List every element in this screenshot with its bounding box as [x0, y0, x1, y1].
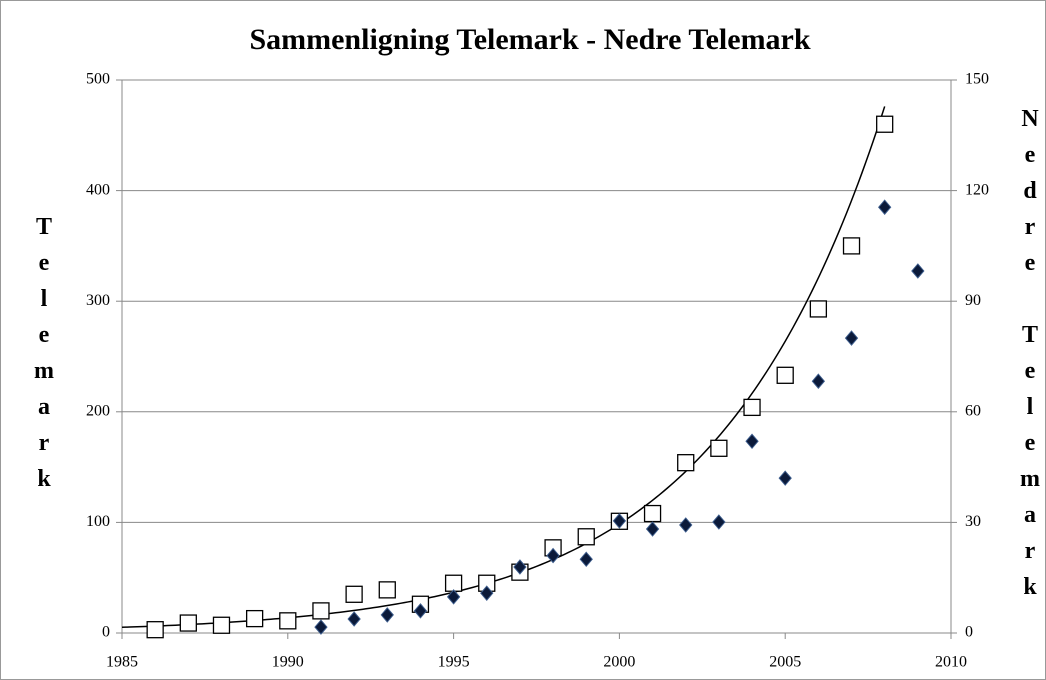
point	[878, 199, 892, 215]
y2-tick-label: 0	[965, 624, 973, 641]
point	[743, 398, 761, 417]
y-axis-label: Telemark	[31, 214, 57, 502]
point	[347, 611, 361, 627]
x-tick-label: 2000	[603, 654, 635, 671]
point	[645, 521, 660, 537]
chart-title: Sammenligning Telemark - Nedre Telemark	[249, 23, 810, 56]
y-tick-label: 100	[86, 513, 110, 530]
x-tick-label: 1990	[272, 654, 304, 671]
point	[312, 602, 330, 620]
point	[679, 517, 693, 533]
point	[245, 609, 264, 628]
point	[446, 589, 461, 605]
point	[380, 607, 394, 623]
point	[612, 513, 627, 529]
point	[776, 366, 794, 384]
point	[778, 470, 792, 486]
point	[809, 300, 828, 318]
point	[146, 621, 164, 639]
point	[712, 514, 726, 530]
point	[876, 115, 894, 133]
point	[677, 454, 695, 472]
point	[179, 614, 197, 632]
point	[413, 603, 428, 619]
y-tick-label: 400	[86, 181, 110, 198]
y2-axis-label: Nedre Telemark	[1017, 106, 1043, 610]
y-tick-label: 0	[102, 624, 110, 641]
y2-tick-label: 150	[965, 71, 989, 88]
x-tick-label: 1985	[106, 654, 138, 671]
y2-tick-label: 60	[965, 402, 981, 419]
point	[911, 263, 925, 279]
point	[844, 330, 859, 346]
point	[577, 528, 595, 546]
point	[378, 581, 396, 599]
point	[643, 504, 662, 523]
point	[579, 551, 593, 568]
point	[480, 585, 494, 601]
x-tick-label: 2005	[769, 654, 801, 671]
y-tick-label: 500	[86, 71, 110, 88]
point	[444, 574, 463, 592]
point	[745, 433, 759, 450]
point	[279, 612, 297, 630]
point	[212, 616, 231, 634]
y2-tick-label: 120	[965, 181, 989, 198]
point	[811, 373, 826, 389]
y2-tick-label: 30	[965, 513, 981, 530]
point	[314, 619, 328, 635]
x-tick-label: 1995	[438, 654, 470, 671]
y-tick-label: 200	[86, 402, 110, 419]
point	[513, 559, 527, 575]
point	[842, 237, 861, 255]
point	[546, 547, 560, 564]
point	[345, 585, 363, 603]
x-tick-label: 2010	[935, 654, 967, 671]
y-tick-label: 300	[86, 292, 110, 309]
point	[710, 439, 728, 457]
y2-tick-label: 90	[965, 292, 981, 309]
